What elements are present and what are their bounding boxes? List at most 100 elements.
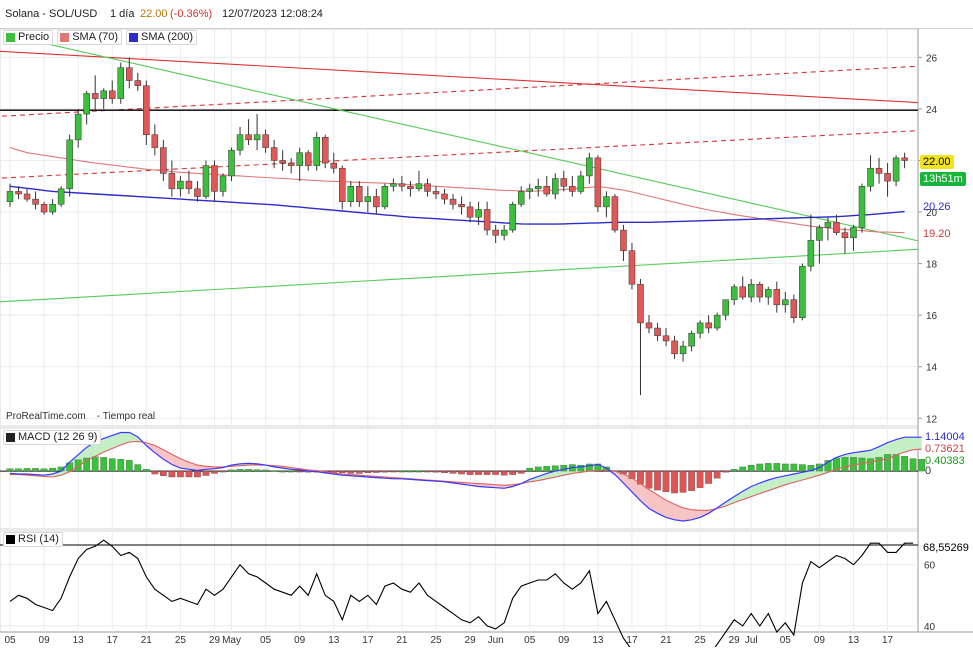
macd-histogram-bar	[722, 470, 730, 473]
legend-macd[interactable]: MACD (12 26 9)	[3, 429, 102, 445]
macd-cloud-segment	[103, 435, 113, 453]
macd-histogram-bar	[15, 468, 22, 472]
candle-body	[892, 157, 900, 182]
macd-histogram-bar	[858, 457, 866, 472]
candle-body	[569, 186, 576, 192]
sma70-swatch-icon	[60, 32, 70, 42]
histogram-value-tag: 0.40383	[925, 455, 965, 467]
macd-histogram-bar	[884, 454, 891, 472]
x-tick-label: 09	[39, 635, 51, 646]
x-tick-label: 05	[260, 635, 272, 646]
candle-body	[696, 322, 704, 334]
macd-histogram-bar	[466, 470, 474, 475]
rsi-value-tag: 68,55269	[923, 542, 969, 554]
candle-body	[560, 178, 568, 187]
candle-body	[833, 222, 840, 233]
macd-histogram-bar	[381, 470, 389, 473]
instrument-name: Solana - SOL/USD	[5, 8, 98, 20]
candle-body	[364, 196, 372, 202]
x-tick-label: 05	[524, 635, 536, 646]
macd-histogram-bar	[671, 470, 678, 494]
macd-histogram-bar	[875, 457, 883, 472]
last-price: 22.00	[140, 8, 168, 20]
x-tick-label: 25	[175, 635, 187, 646]
candle-body	[492, 229, 499, 236]
macd-histogram-bar	[219, 470, 227, 473]
candle-body	[671, 340, 678, 355]
macd-histogram-bar	[492, 470, 499, 475]
candle-body	[160, 147, 167, 174]
panel-frame-2	[0, 530, 919, 633]
rsi-legend: RSI (14)	[3, 531, 63, 547]
candle-body	[884, 173, 891, 182]
candle-body	[32, 198, 39, 205]
macd-histogram-bar	[517, 470, 525, 474]
candle-body	[151, 134, 159, 148]
macd-histogram-bar	[790, 463, 798, 472]
panel-frame-0	[0, 28, 919, 427]
candle-body	[330, 162, 338, 169]
macd-histogram-bar	[296, 470, 304, 473]
price-tick-label: 20	[926, 208, 938, 219]
candle-body	[688, 332, 695, 347]
candle-body	[134, 80, 142, 86]
candle-body	[517, 191, 525, 205]
candle-body	[790, 299, 798, 318]
candle-body	[279, 160, 286, 164]
macd-histogram-bar	[679, 470, 687, 493]
candle-body	[262, 134, 269, 148]
macd-histogram-bar	[202, 470, 210, 476]
candle-body	[620, 229, 627, 251]
legend-price[interactable]: Precio	[3, 29, 54, 45]
macd-histogram-bar	[32, 468, 39, 472]
candle-body	[628, 250, 636, 285]
macd-signal-line	[10, 440, 922, 511]
macd-histogram-bar	[824, 460, 832, 472]
macd-histogram-bar	[747, 464, 755, 472]
interval-label[interactable]: 1 día	[110, 8, 135, 20]
macd-histogram-bar	[168, 470, 176, 478]
macd-histogram-bar	[458, 470, 465, 475]
macd-histogram-bar	[654, 470, 661, 491]
macd-cloud-segment	[904, 437, 914, 453]
macd-histogram-bar	[142, 469, 150, 472]
legend-rsi[interactable]: RSI (14)	[3, 531, 63, 547]
price-tick-label: 16	[926, 311, 938, 322]
candle-body	[603, 196, 610, 208]
macd-histogram-bar	[449, 470, 457, 474]
signal-value-tag: 0.73621	[925, 443, 965, 455]
candle-body	[228, 149, 235, 177]
x-tick-label: 17	[107, 635, 119, 646]
candle-body	[483, 209, 491, 231]
macd-histogram-bar	[543, 466, 551, 472]
candle-body	[270, 147, 278, 161]
header-datetime: 12/07/2023 12:08:24	[222, 8, 323, 20]
candle-body	[177, 180, 184, 190]
candle-body	[824, 222, 832, 228]
legend-sma70[interactable]: SMA (70)	[57, 29, 123, 45]
trend-lines-group	[0, 38, 918, 303]
watermark-source: ProRealTime.com	[6, 411, 86, 422]
watermark-mode: - Tiempo real	[96, 411, 156, 422]
macd-histogram-bar	[534, 466, 542, 472]
candle-body	[807, 240, 815, 267]
macd-histogram-bar	[781, 463, 789, 472]
candle-body	[49, 204, 56, 213]
macd-histogram-bar	[253, 469, 261, 472]
candle-body	[296, 152, 303, 166]
macd-histogram-bar	[867, 458, 874, 472]
macd-histogram-bar	[177, 470, 184, 478]
macd-histogram-bar	[125, 460, 133, 472]
macd-cloud-segment	[751, 482, 760, 497]
macd-histogram-bar	[364, 470, 372, 474]
macd-histogram-bar	[74, 459, 82, 472]
macd-histogram-bar	[40, 468, 48, 472]
legend-sma200[interactable]: SMA (200)	[126, 29, 198, 45]
macd-histogram-bar	[108, 458, 116, 472]
candle-body	[373, 196, 380, 208]
candle-body	[637, 283, 644, 324]
trend-line-resistance	[0, 50, 918, 104]
candle-body	[57, 188, 65, 205]
candle-body	[586, 157, 593, 177]
